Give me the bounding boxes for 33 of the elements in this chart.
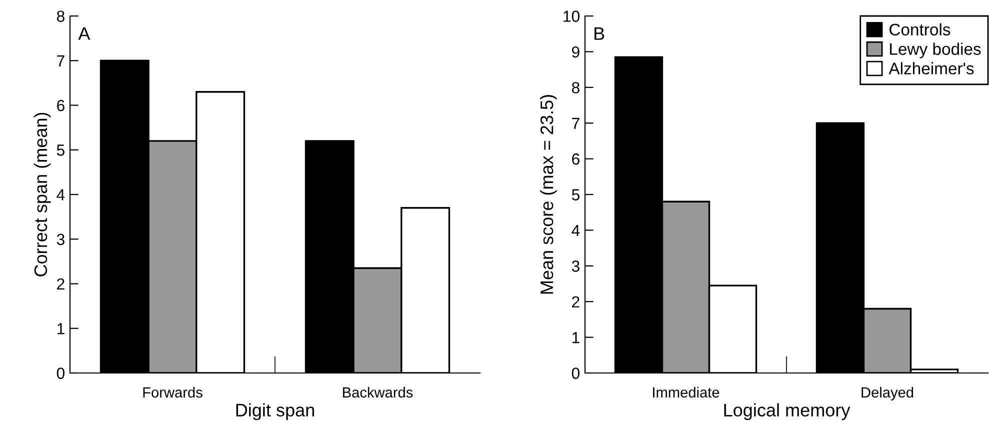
annotation: B — [594, 27, 604, 40]
x-tick-label: Backwards — [343, 386, 413, 398]
y-tick-label: 0 — [56, 368, 65, 379]
x-axis-title: Digit span — [236, 403, 314, 420]
legend-label: Lewy bodies — [890, 42, 981, 58]
y-tick-label: 1 — [57, 323, 64, 334]
y-tick-label: 3 — [572, 260, 580, 272]
y-tick-label: 4 — [572, 225, 580, 236]
legend-label: Controls — [890, 23, 950, 36]
y-tick-label: 3 — [56, 234, 64, 246]
y-tick-label: 7 — [572, 118, 580, 129]
y-tick-label: 9 — [572, 46, 580, 58]
y-tick-label: 1 — [572, 332, 580, 344]
y-tick-label: 2 — [57, 278, 64, 290]
x-tick-label: Immediate — [653, 386, 720, 398]
y-tick-label: 4 — [56, 189, 65, 200]
y-tick-label: 6 — [57, 100, 64, 112]
y-tick-label: 0 — [572, 368, 580, 379]
y-tick-label: 7 — [57, 55, 64, 66]
y-tick-label: 5 — [56, 144, 64, 156]
y-tick-label: 10 — [564, 10, 580, 22]
y-tick-label: 5 — [572, 189, 580, 200]
y-axis-title: Correct span (mean) — [34, 112, 51, 276]
x-axis-title: Logical memory — [724, 403, 850, 420]
y-tick-label: 6 — [572, 153, 580, 165]
x-tick-label: Forwards — [143, 386, 202, 398]
legend-label: Alzheimer's — [888, 62, 974, 74]
y-tick-label: 8 — [56, 10, 64, 22]
y-tick-label: 2 — [572, 296, 580, 308]
y-tick-label: 8 — [572, 82, 580, 94]
annotation: A — [78, 27, 90, 40]
y-axis-title: Mean score (max = 23.5) — [540, 95, 557, 294]
x-tick-label: Delayed — [862, 386, 914, 400]
